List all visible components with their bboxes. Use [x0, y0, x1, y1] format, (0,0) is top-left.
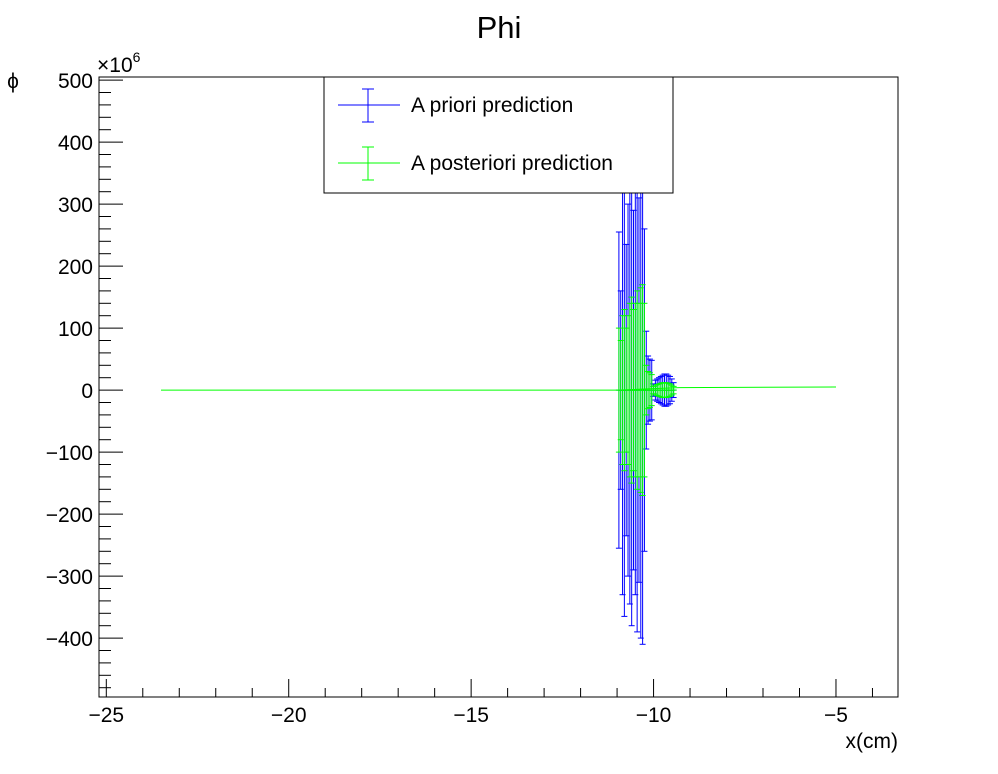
y-tick-label: −100 [46, 442, 93, 465]
x-tick-label: −15 [453, 704, 489, 727]
x-tick-label: −10 [636, 704, 672, 727]
x-tick-label: −20 [271, 704, 307, 727]
x-tick-label: −25 [88, 704, 124, 727]
legend-label-a-priori: A priori prediction [411, 94, 573, 117]
y-axis-title: ϕ [7, 70, 19, 93]
legend-label-a-posteriori: A posteriori prediction [411, 152, 613, 175]
y-tick-label: −400 [46, 628, 93, 651]
axes: −25 −20 −15 −10 −5 −400 −300 −200 −100 0 100 200 300… [46, 70, 899, 727]
y-tick-label: 400 [58, 132, 93, 155]
legend-entry-a-priori: A priori prediction [338, 88, 573, 123]
y-tick-label: 0 [81, 380, 93, 403]
legend-box [323, 76, 674, 194]
chart-title: Phi [477, 10, 522, 45]
legend: A priori prediction A posteriori predict… [323, 76, 674, 194]
legend-entry-a-posteriori: A posteriori prediction [338, 146, 613, 181]
y-tick-label: −300 [46, 566, 93, 589]
y-multiplier-exponent: 6 [133, 49, 141, 65]
y-tick-label: 200 [58, 256, 93, 279]
y-tick-label: 300 [58, 194, 93, 217]
plot-area [161, 135, 836, 645]
y-tick-label: 100 [58, 318, 93, 341]
x-axis-title: x(cm) [846, 730, 898, 753]
x-tick-label: −5 [824, 704, 848, 727]
y-axis-multiplier: ×106 [97, 49, 141, 77]
y-multiplier-base: ×10 [97, 54, 133, 77]
y-tick-label: −200 [46, 504, 93, 527]
y-tick-label: 500 [58, 70, 93, 93]
series-1 [161, 284, 836, 496]
error-bar [670, 385, 677, 395]
